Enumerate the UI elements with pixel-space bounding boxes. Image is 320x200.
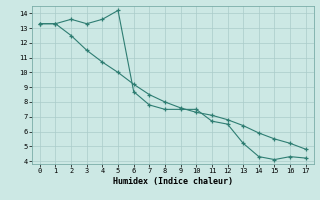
- X-axis label: Humidex (Indice chaleur): Humidex (Indice chaleur): [113, 177, 233, 186]
